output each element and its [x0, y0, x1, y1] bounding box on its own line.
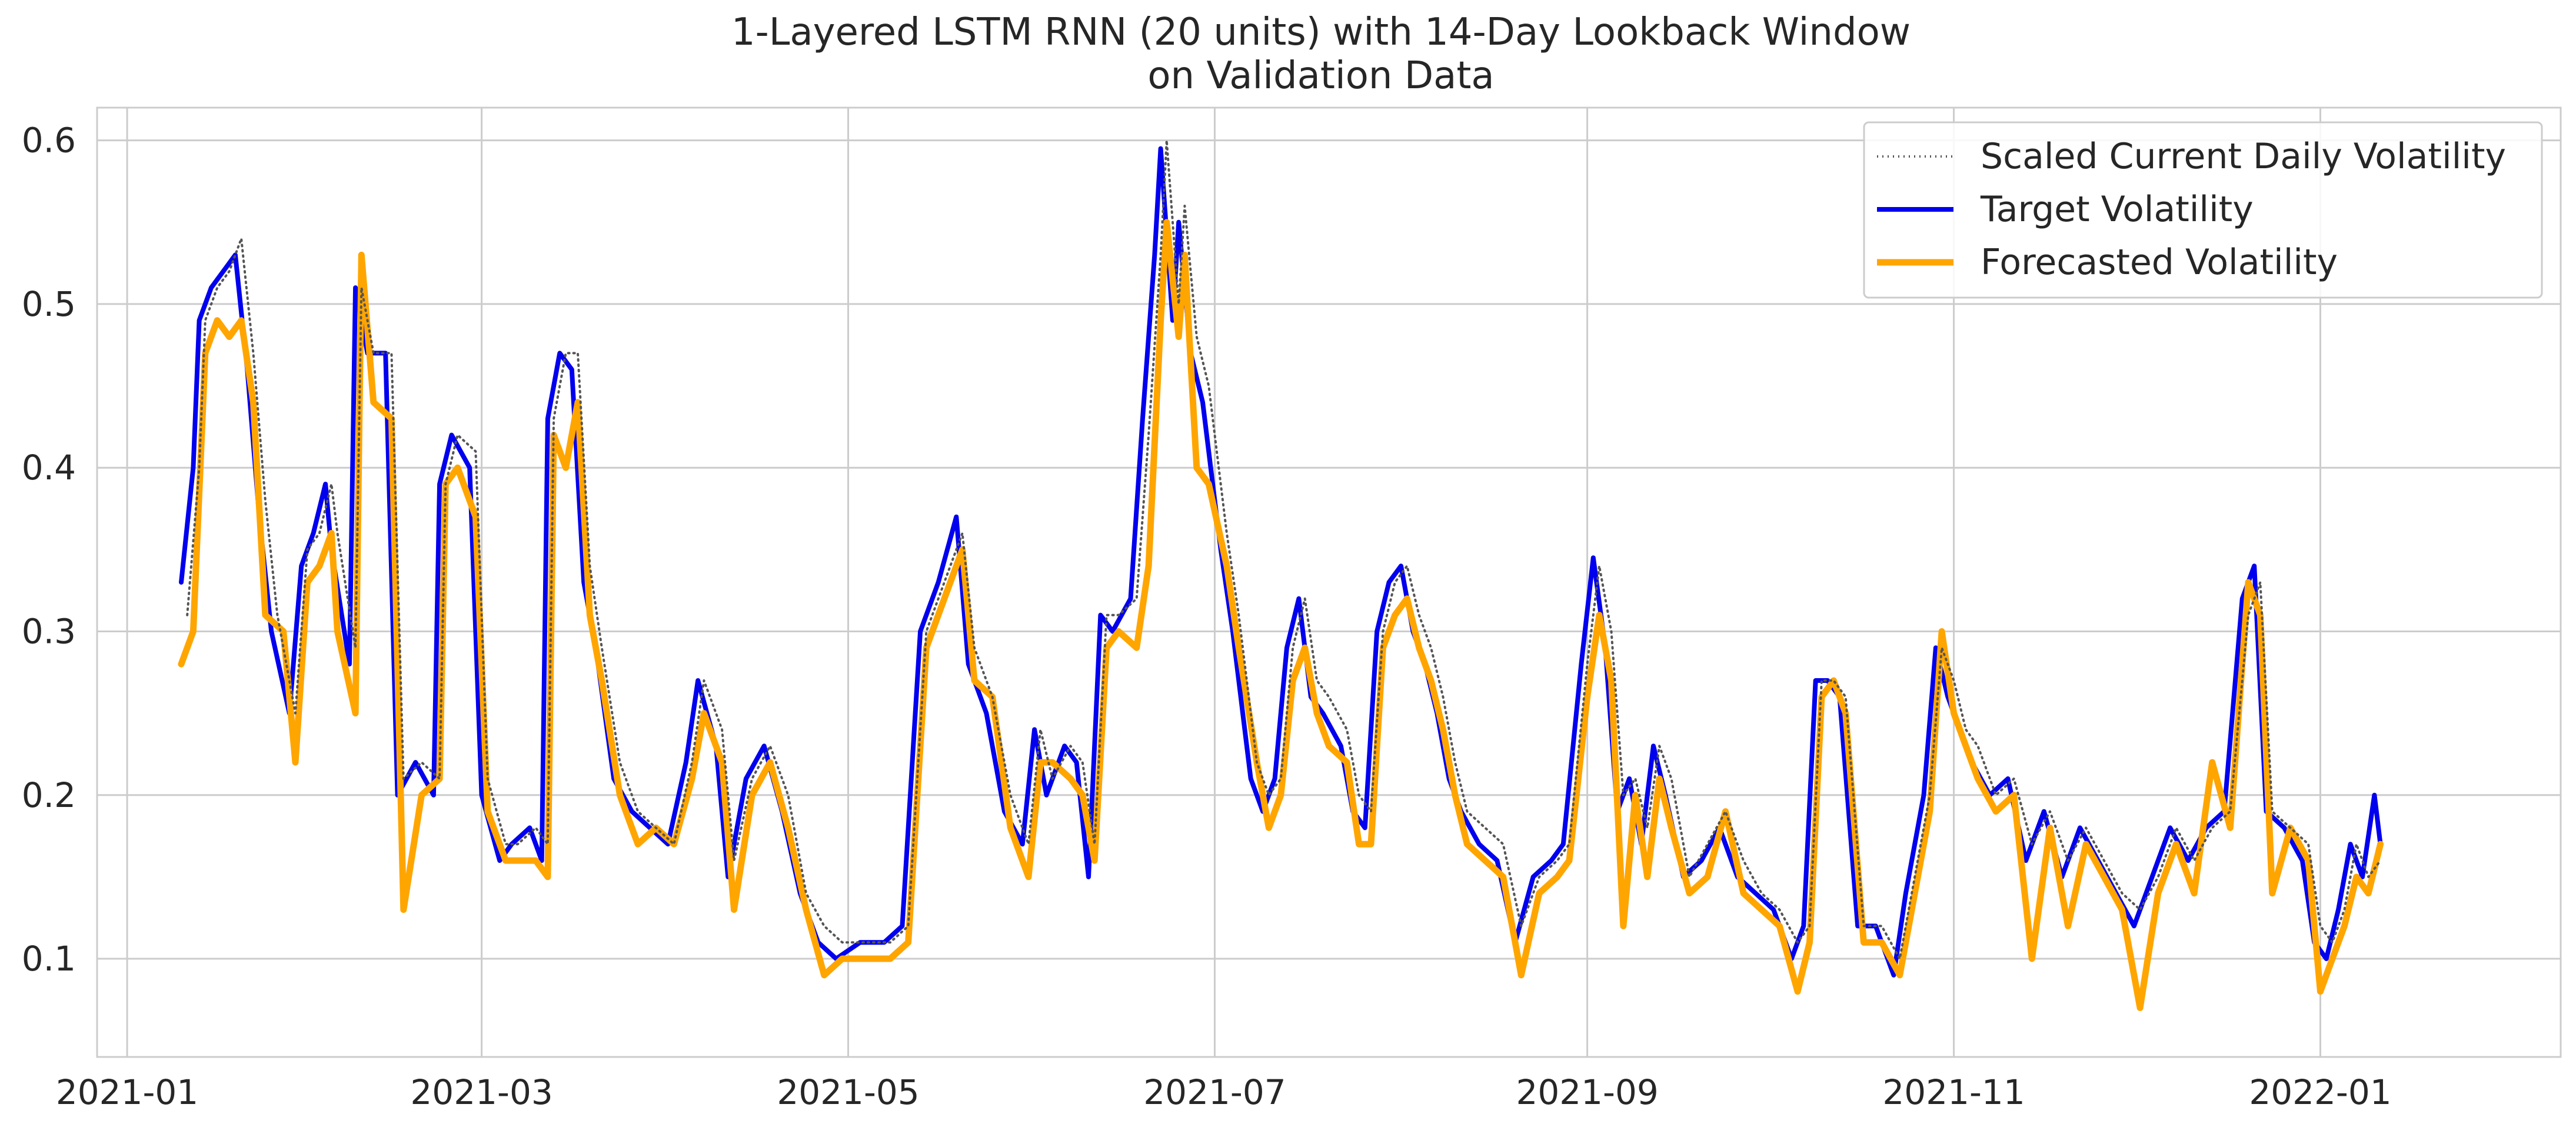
series-line-forecast: [178, 219, 2384, 1011]
legend-label-target: Target Volatility: [1980, 189, 2254, 230]
x-tick-label: 2021-01: [56, 1072, 198, 1112]
x-tick-label: 2022-01: [2249, 1072, 2391, 1112]
grid-lines: [97, 108, 2561, 1057]
y-tick-label: 0.4: [22, 448, 76, 488]
y-tick-label: 0.2: [22, 775, 76, 815]
legend-box: [1863, 121, 2543, 299]
y-tick-label: 0.1: [22, 939, 76, 979]
legend-label-scaled-current: Scaled Current Daily Volatility: [1981, 136, 2506, 177]
y-tick-label: 0.3: [22, 611, 76, 651]
x-tick-label: 2021-03: [410, 1072, 553, 1112]
chart-subtitle: on Validation Data: [1147, 54, 1494, 98]
y-tick-label: 0.6: [22, 121, 76, 161]
legend-label-forecast: Forecasted Volatility: [1981, 242, 2338, 283]
legend: Scaled Current Daily Volatility Target V…: [1863, 121, 2543, 299]
y-tick-label: 0.5: [22, 284, 76, 324]
series-line-scaled-current: [186, 139, 2382, 960]
x-tick-label: 2021-09: [1516, 1072, 1658, 1112]
series-lines: [178, 139, 2384, 1011]
x-tick-label: 2021-05: [777, 1072, 919, 1112]
chart-title: 1-Layered LSTM RNN (20 units) with 14-Da…: [731, 11, 1911, 54]
axis-ticks: 2021-01 2021-03 2021-05 2021-07 2021-09 2021-…: [22, 121, 2392, 1112]
x-tick-label: 2021-11: [1882, 1072, 2025, 1112]
x-tick-label: 2021-07: [1143, 1072, 1286, 1112]
